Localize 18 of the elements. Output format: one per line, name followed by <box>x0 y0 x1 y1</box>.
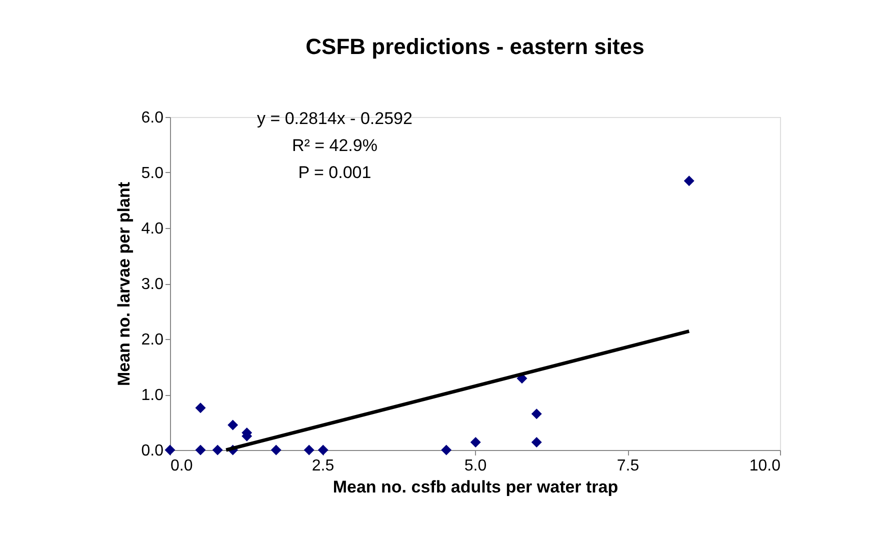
x-tick-label: 10.0 <box>749 458 781 474</box>
x-axis-title: Mean no. csfb adults per water trap <box>332 478 618 496</box>
x-tick-label: 0.0 <box>170 458 193 474</box>
y-axis-title: Mean no. larvae per plant <box>114 182 134 386</box>
x-tick-label: 5.0 <box>464 458 487 474</box>
annotation: y = 0.2814x - 0.2592 <box>256 109 412 128</box>
y-tick-label: 2.0 <box>141 332 164 348</box>
x-tick-label: 7.5 <box>616 458 640 474</box>
chart-title: CSFB predictions - eastern sites <box>306 34 644 59</box>
y-tick-label: 6.0 <box>141 110 164 126</box>
y-tick-label: 0.0 <box>141 442 164 460</box>
x-tick-label: 2.5 <box>312 458 334 474</box>
annotation: R² = 42.9% <box>292 136 378 155</box>
y-tick-label: 1.0 <box>141 387 164 404</box>
y-tick-label: 3.0 <box>141 276 164 293</box>
annotation: P = 0.001 <box>298 163 372 182</box>
y-tick-label: 4.0 <box>141 220 164 238</box>
y-tick-label: 5.0 <box>141 165 164 182</box>
